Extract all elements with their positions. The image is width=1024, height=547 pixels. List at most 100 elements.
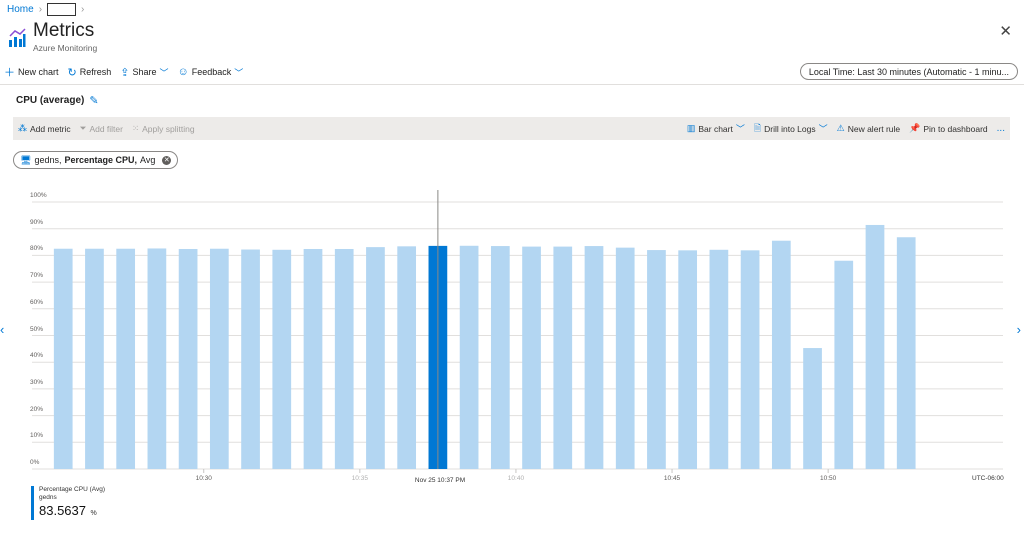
share-icon: ⇪ (120, 66, 130, 79)
bar (647, 250, 666, 469)
bar (865, 224, 885, 469)
alert-icon: ⚠ (836, 123, 845, 133)
page-subtitle: Azure Monitoring (33, 43, 98, 53)
refresh-icon: ↻ (67, 66, 77, 79)
share-label: Share (132, 67, 157, 77)
feedback-label: Feedback (191, 67, 232, 77)
bar (147, 248, 167, 469)
chart-legend[interactable]: Percentage CPU (Avg) gedns 83.5637 % (31, 486, 105, 520)
breadcrumb-home[interactable]: Home (7, 4, 34, 15)
new-chart-button[interactable]: ＋ New chart (4, 64, 59, 80)
bar (366, 247, 385, 469)
bar (709, 249, 729, 469)
new-chart-label: New chart (18, 67, 59, 77)
drill-into-logs-button[interactable]: 🗎 Drill into Logs ﹀ (754, 121, 828, 137)
bar (803, 348, 822, 469)
legend-value: 83.5637 (39, 503, 86, 518)
page-title: Metrics (33, 20, 95, 41)
bar (615, 247, 635, 469)
bar (272, 249, 292, 469)
chevron-right-icon[interactable]: › (1016, 322, 1021, 337)
divider (0, 84, 1024, 85)
refresh-label: Refresh (79, 67, 112, 77)
bar-chart-button[interactable]: ▥ Bar chart ﹀ (687, 122, 745, 135)
add-filter-label: Add filter (89, 123, 123, 134)
bar (771, 240, 791, 469)
refresh-button[interactable]: ↻ Refresh (68, 66, 112, 79)
bar (584, 246, 604, 469)
chevron-left-icon[interactable]: ‹ (0, 322, 5, 337)
pin-to-dashboard-button[interactable]: 📌 Pin to dashboard (909, 123, 988, 134)
chevron-down-icon: ﹀ (159, 67, 169, 78)
feedback-button[interactable]: ☺ Feedback ﹀ (178, 66, 244, 79)
breadcrumb: Home › › (7, 3, 84, 16)
bar (459, 245, 479, 469)
close-icon[interactable]: ✕ (999, 23, 1012, 40)
y-tick-label: 60% (30, 298, 44, 306)
bar-chart-icon: ▥ (686, 123, 696, 133)
bar (740, 250, 760, 469)
drill-logs-label: Drill into Logs (764, 123, 816, 134)
bar-chart-label: Bar chart (698, 123, 733, 134)
time-range-picker[interactable]: Local Time: Last 30 minutes (Automatic -… (799, 63, 1018, 80)
add-metric-icon: ⁂ (18, 123, 27, 133)
chevron-down-icon: ﹀ (234, 67, 244, 78)
bar (85, 248, 104, 469)
bar (209, 248, 229, 469)
x-tick-label: 10:45 (663, 475, 681, 482)
share-button[interactable]: ⇪ Share ﹀ (120, 66, 168, 79)
y-tick-label: 0% (30, 459, 40, 466)
bar (490, 246, 510, 469)
y-tick-label: 10% (30, 432, 44, 440)
add-metric-button[interactable]: ⁂ Add metric (18, 123, 71, 134)
chevron-down-icon: ﹀ (735, 124, 745, 134)
x-tick-label: 10:40 (507, 475, 525, 482)
bar (116, 248, 136, 469)
bar (553, 246, 573, 469)
pencil-edit-icon[interactable]: ✎ (89, 95, 99, 107)
chart-title: CPU (average) ✎ (16, 94, 99, 107)
add-filter-button[interactable]: ⏷ Add filter (80, 123, 123, 134)
splitting-icon: ⁙ (131, 123, 140, 133)
bar (397, 246, 417, 469)
bar (678, 250, 698, 469)
x-tick-label: 10:35 (351, 475, 368, 482)
chevron-down-icon: ﹀ (818, 124, 828, 134)
smiley-icon: ☺ (177, 66, 189, 78)
pin-icon: 📌 (909, 123, 921, 133)
new-alert-rule-button[interactable]: ⚠ New alert rule (837, 123, 901, 134)
legend-resource: gedns (39, 494, 57, 501)
y-tick-label: 50% (30, 325, 44, 333)
y-tick-label: 40% (30, 352, 44, 360)
legend-metric: Percentage CPU (Avg) (39, 486, 105, 493)
timezone-label: UTC-06:00 (972, 475, 1004, 482)
metric-pill[interactable]: 🖥 gedns, Percentage CPU, Avg ✕ (13, 151, 179, 169)
bar (522, 246, 541, 469)
y-tick-label: 80% (30, 245, 44, 253)
y-tick-label: 30% (30, 378, 44, 386)
bar (178, 248, 198, 469)
bar (53, 248, 73, 469)
remove-metric-icon[interactable]: ✕ (162, 155, 172, 165)
y-tick-label: 100% (30, 192, 47, 199)
x-tick-label: 10:50 (820, 475, 837, 482)
apply-splitting-button[interactable]: ⁙ Apply splitting (132, 123, 195, 134)
chevron-right-icon: › (81, 4, 85, 15)
bar (834, 260, 854, 469)
metric-name: Percentage CPU, (64, 155, 137, 165)
command-bar: ＋ New chart ↻ Refresh ⇪ Share ﹀ ☺ Feedback ﹀ (4, 64, 243, 80)
chevron-right-icon: › (38, 4, 43, 15)
chart-toolbar: ⁂ Add metric ⏷ Add filter ⁙ Apply splitting… (13, 117, 1010, 140)
more-options-button[interactable]: ... (996, 123, 1005, 134)
chart-title-text: CPU (average) (16, 95, 85, 106)
breadcrumb-current[interactable] (47, 3, 77, 16)
pin-label: Pin to dashboard (923, 123, 988, 134)
apply-splitting-label: Apply splitting (142, 123, 195, 134)
plus-icon: ＋ (4, 67, 15, 79)
bar (241, 249, 260, 469)
new-alert-label: New alert rule (847, 123, 901, 134)
y-tick-label: 20% (30, 405, 44, 413)
metric-resource: gedns, (34, 155, 62, 165)
crosshair-time-label: Nov 25 10:37 PM (414, 477, 466, 484)
